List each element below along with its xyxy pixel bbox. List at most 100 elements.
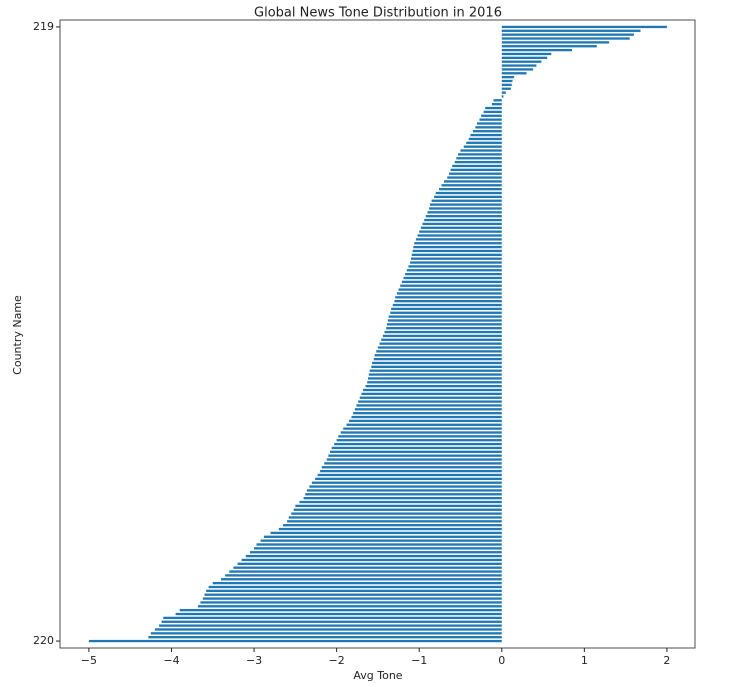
- bar: [403, 276, 502, 280]
- bar: [458, 153, 502, 156]
- bar: [326, 458, 502, 461]
- bar: [321, 466, 502, 469]
- y-tick-label: 220: [33, 634, 54, 647]
- bar: [501, 45, 597, 48]
- bar: [417, 234, 502, 237]
- bar: [493, 99, 502, 102]
- bar: [491, 103, 502, 106]
- bar: [408, 265, 502, 268]
- bar: [401, 280, 502, 284]
- bar: [387, 319, 502, 322]
- bar: [411, 253, 502, 256]
- bar: [392, 303, 502, 307]
- bar: [336, 439, 502, 442]
- bar: [161, 620, 502, 623]
- bar: [435, 191, 502, 195]
- bar: [320, 469, 502, 473]
- bar: [330, 450, 502, 453]
- bar: [485, 106, 502, 110]
- bar: [270, 531, 502, 535]
- bar: [309, 485, 502, 488]
- bar: [391, 307, 502, 311]
- bar: [372, 361, 502, 365]
- bar: [363, 388, 502, 392]
- bar: [373, 357, 502, 361]
- bar: [354, 408, 502, 411]
- bar: [353, 412, 502, 415]
- bar: [263, 535, 502, 538]
- bar: [434, 195, 502, 199]
- bar: [202, 597, 502, 600]
- bar: [400, 284, 502, 287]
- bar: [410, 257, 502, 260]
- y-axis-label: Country Name: [11, 295, 24, 375]
- chart-title: Global News Tone Distribution in 2016: [254, 6, 502, 21]
- bar: [456, 157, 502, 160]
- bar: [365, 384, 502, 388]
- bar: [150, 632, 502, 635]
- bar: [382, 334, 502, 338]
- bar: [295, 504, 502, 508]
- bar: [431, 199, 502, 202]
- bar: [386, 323, 502, 326]
- bar: [501, 60, 542, 63]
- bar: [396, 292, 502, 295]
- bar: [501, 48, 572, 52]
- bar: [376, 350, 502, 353]
- bar: [501, 56, 548, 59]
- bar: [427, 211, 502, 214]
- bar: [424, 218, 502, 222]
- bar: [148, 636, 502, 639]
- bar: [358, 400, 502, 403]
- bar: [381, 338, 502, 341]
- bar: [501, 79, 513, 83]
- bar: [422, 222, 502, 226]
- bar: [415, 238, 502, 241]
- bar: [479, 118, 502, 121]
- bar: [349, 419, 502, 423]
- bar: [208, 585, 502, 589]
- bar: [291, 512, 502, 515]
- bar: [379, 342, 502, 345]
- bar: [477, 122, 502, 125]
- bar: [429, 203, 502, 206]
- bar: [288, 516, 502, 519]
- bar: [225, 574, 502, 577]
- bar: [306, 489, 502, 492]
- bar: [305, 493, 502, 496]
- bar: [406, 269, 502, 272]
- bar: [159, 624, 502, 627]
- y-tick-label: 219: [33, 20, 54, 33]
- bar: [367, 381, 502, 384]
- bar: [452, 164, 502, 168]
- bar: [256, 543, 502, 546]
- bar: [206, 589, 502, 593]
- bar: [368, 373, 502, 376]
- bar: [88, 639, 502, 643]
- plot-frame: [59, 19, 696, 649]
- bar: [229, 570, 502, 573]
- bar: [154, 628, 502, 631]
- bar: [315, 477, 502, 481]
- x-tick-label: −5: [81, 654, 97, 667]
- bar: [356, 404, 502, 407]
- bar: [472, 130, 502, 133]
- bar: [303, 496, 502, 500]
- bar: [338, 435, 502, 438]
- bar: [501, 72, 527, 75]
- bar: [233, 566, 502, 569]
- bar: [501, 29, 641, 32]
- bar: [282, 524, 502, 527]
- bar: [460, 149, 502, 152]
- bar: [466, 141, 502, 144]
- bar: [340, 431, 502, 434]
- bar: [346, 423, 502, 426]
- bar: [470, 133, 502, 137]
- bar: [501, 95, 504, 98]
- x-tick-label: 1: [581, 654, 588, 667]
- bar: [447, 176, 502, 179]
- bar: [441, 184, 502, 187]
- bar: [439, 187, 502, 191]
- bar: [419, 230, 502, 233]
